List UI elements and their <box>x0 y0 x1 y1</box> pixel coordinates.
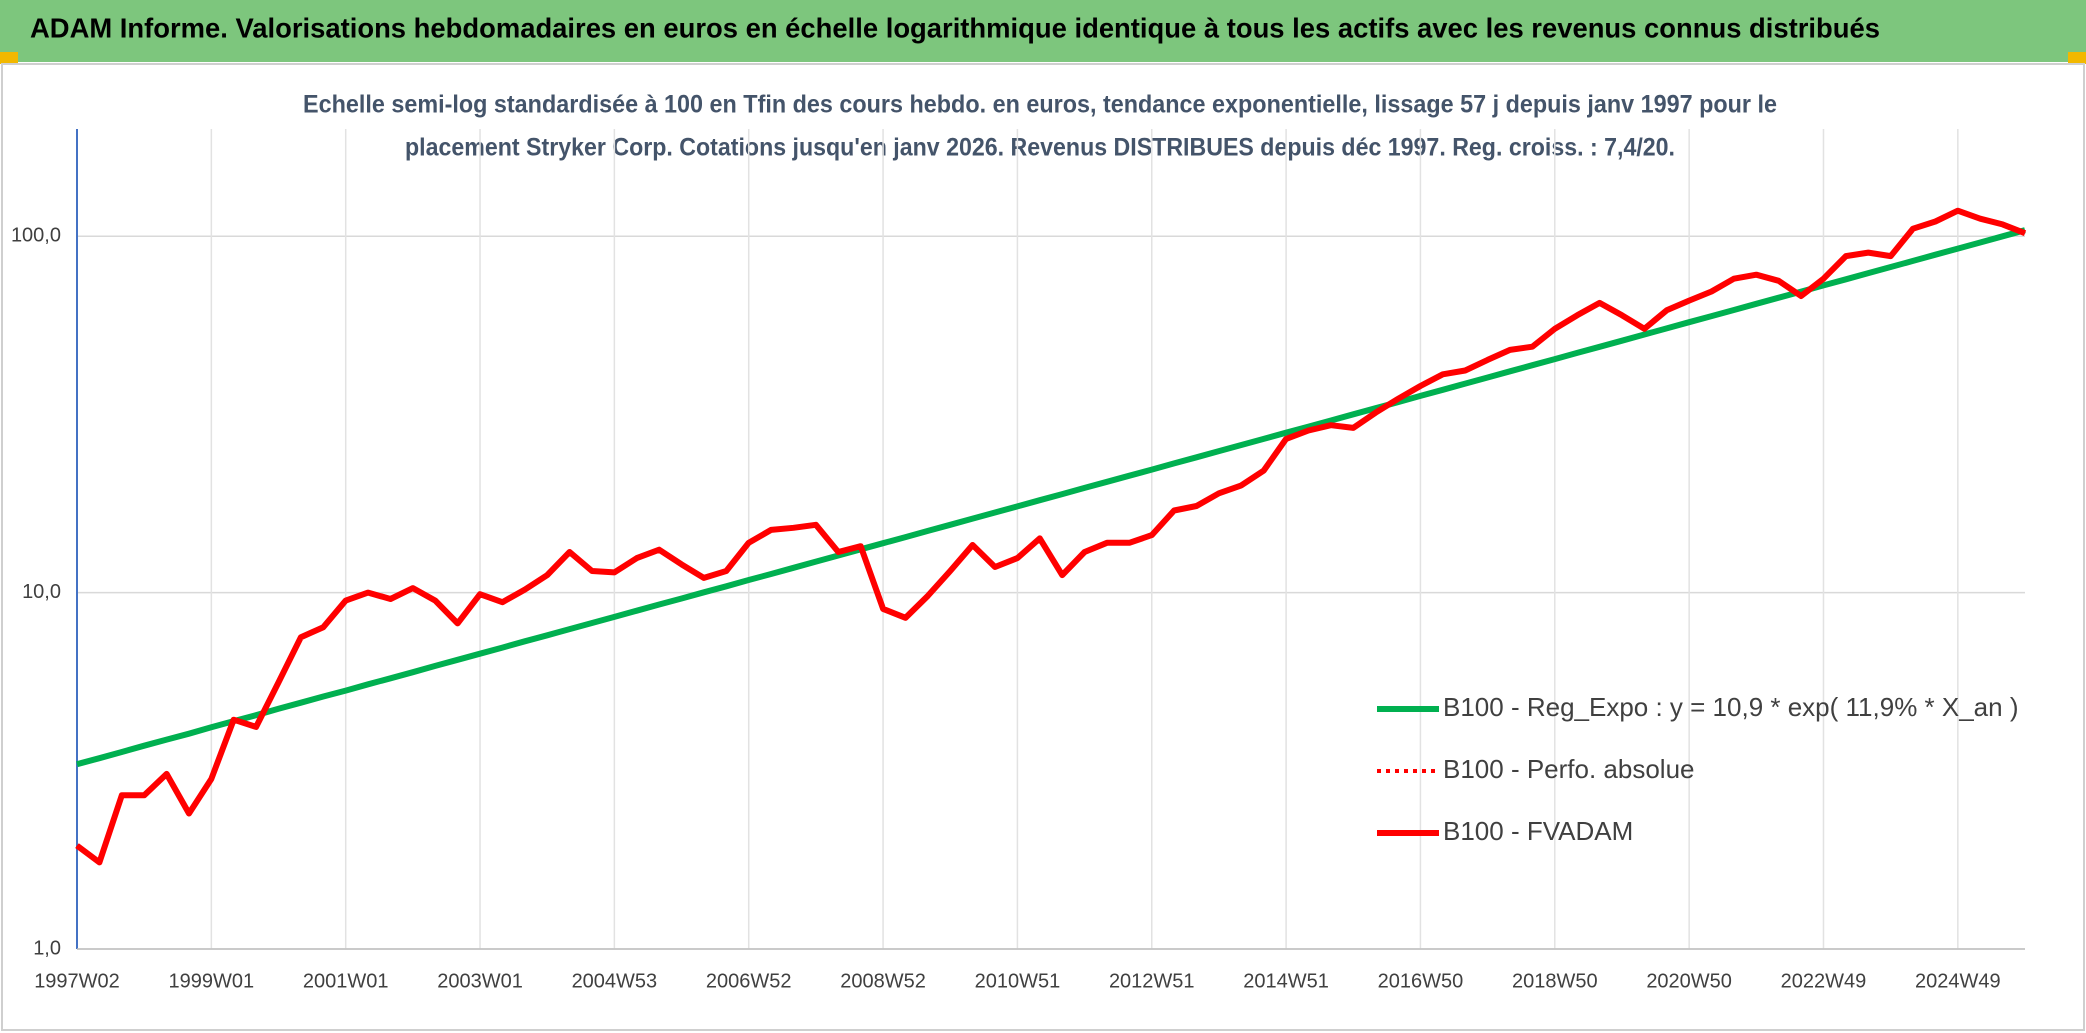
corner-decor <box>2068 52 2086 64</box>
x-tick-label: 2024W49 <box>1915 970 2001 992</box>
x-tick-label: 2003W01 <box>437 970 523 992</box>
legend-label: B100 - Perfo. absolue <box>1443 754 1695 784</box>
header-title: ADAM Informe. Valorisations hebdomadaire… <box>30 12 1880 43</box>
x-tick-label: 2012W51 <box>1109 970 1195 992</box>
x-tick-label: 2004W53 <box>572 970 658 992</box>
y-tick-label: 10,0 <box>22 581 61 603</box>
chart-subtitle: placement Stryker Corp. Cotations jusqu'… <box>405 134 1675 162</box>
x-tick-label: 2022W49 <box>1781 970 1867 992</box>
header-band <box>0 0 2086 62</box>
y-tick-label: 100,0 <box>11 225 61 247</box>
x-tick-label: 2010W51 <box>975 970 1061 992</box>
x-tick-label: 2020W50 <box>1646 970 1732 992</box>
series-line <box>75 207 2027 866</box>
x-tick-label: 2006W52 <box>706 970 792 992</box>
series-line <box>76 227 2026 768</box>
chart-subtitle: Echelle semi-log standardisée à 100 en T… <box>303 91 1777 119</box>
corner-decor <box>0 52 18 64</box>
x-tick-label: 2014W51 <box>1243 970 1329 992</box>
x-tick-label: 2001W01 <box>303 970 389 992</box>
x-tick-label: 2018W50 <box>1512 970 1598 992</box>
x-tick-label: 2016W50 <box>1378 970 1464 992</box>
x-tick-label: 1997W02 <box>34 970 120 992</box>
legend-label: B100 - FVADAM <box>1443 816 1633 846</box>
x-tick-label: 2008W52 <box>840 970 926 992</box>
x-tick-label: 1999W01 <box>169 970 255 992</box>
legend-label: B100 - Reg_Expo : y = 10,9 * exp( 11,9% … <box>1443 692 2018 722</box>
y-tick-label: 1,0 <box>33 937 61 959</box>
